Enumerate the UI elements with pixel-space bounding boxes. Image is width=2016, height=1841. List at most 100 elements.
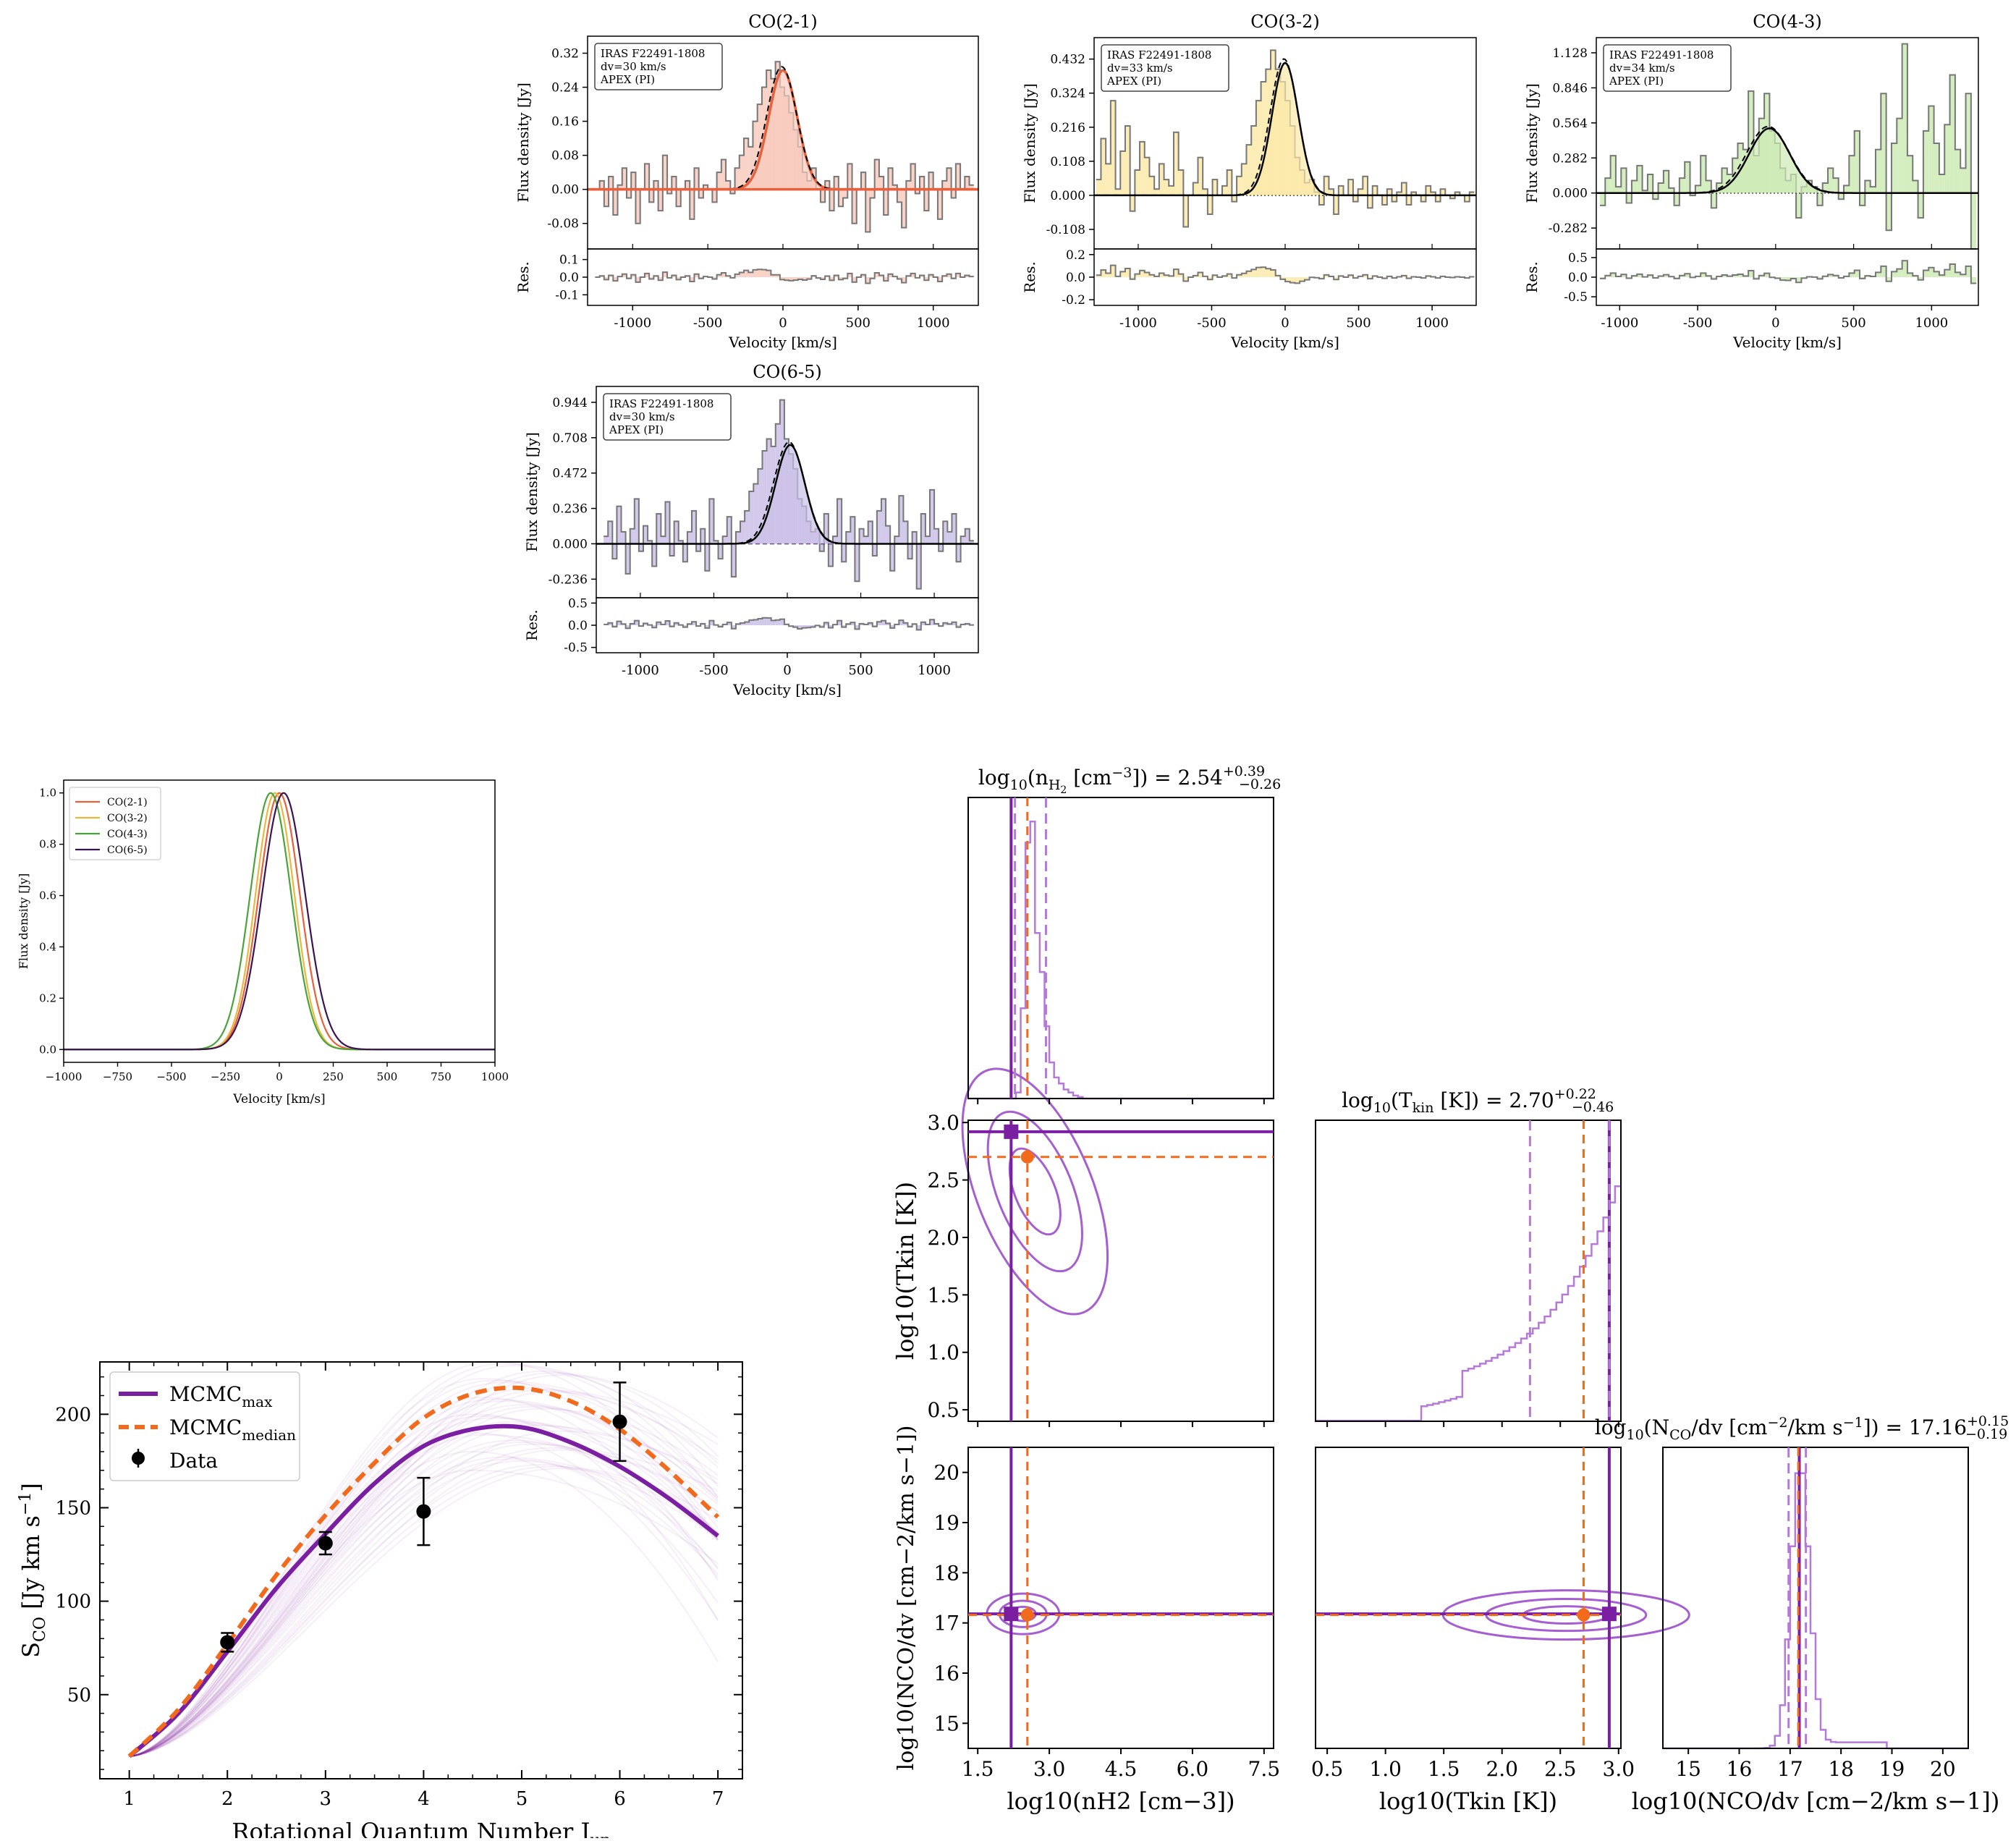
info-line: IRAS F22491-1808: [609, 397, 713, 410]
posterior-title-down-nco: −0.19: [1965, 1426, 2007, 1442]
contour-nh2-tkin: [933, 1049, 1138, 1334]
spectrum-bar: [1101, 138, 1106, 195]
x-tick-label: -1000: [1601, 316, 1638, 331]
spectrum-bar: [1426, 186, 1431, 195]
spectrum-bar: [1164, 179, 1169, 195]
res-y-tick-label: 0.0: [559, 271, 579, 285]
spectrum-bar: [1465, 195, 1470, 202]
y-axis-label: SCO [Jy km s−1]: [17, 1483, 49, 1658]
y-tick-label: 100: [55, 1591, 91, 1613]
spectrum-bar: [1106, 164, 1111, 195]
spectrum-bar: [1674, 193, 1680, 206]
label-part: log: [1595, 1415, 1627, 1439]
y-tick-label: 0.432: [1050, 53, 1085, 67]
residual-bar: [1111, 266, 1116, 277]
corner-x-axis-label: log10(NCO/dv [cm−2/km s−1]): [1632, 1787, 2000, 1815]
spectrum-panel-co32: CO(3-2)0.4320.3240.2160.1080.000-0.1080.…: [1021, 12, 1476, 351]
y-tick-label: 17: [933, 1612, 960, 1635]
label-part: −3: [1111, 765, 1132, 781]
median-marker: [1021, 1609, 1034, 1622]
x-tick-label: 500: [846, 316, 871, 331]
spectrum-title: CO(4-3): [1753, 12, 1821, 32]
spectrum-bar: [1886, 193, 1892, 231]
label-part: −1: [17, 1492, 35, 1515]
x-tick-label: 500: [1841, 316, 1865, 331]
spectrum-bar: [1659, 183, 1664, 193]
residual-bar: [1928, 268, 1934, 277]
label-part: max: [242, 1393, 273, 1410]
corner-panel-frame: [968, 1447, 1274, 1748]
spectrum-bar: [1213, 179, 1218, 195]
spectrum-bar: [1246, 145, 1251, 195]
spectrum-bar: [1392, 195, 1397, 202]
spectrum-bar: [1179, 170, 1184, 195]
spectrum-bar: [1169, 186, 1174, 195]
spectrum-bar: [1701, 156, 1706, 193]
y-tick-label: 0.216: [1050, 121, 1085, 135]
corner-panel-frame: [1316, 1120, 1621, 1421]
x-tick-label: 3: [320, 1788, 332, 1810]
corner-panel-frame: [1663, 1447, 1968, 1748]
spectrum-bar: [1849, 156, 1854, 193]
x-tick-label: 2: [221, 1788, 234, 1810]
x-tick-label: 5: [516, 1788, 528, 1810]
spectrum-bar: [1368, 195, 1373, 208]
x-axis-label: Velocity [km/s]: [232, 1092, 325, 1106]
label-part: CO: [1669, 1427, 1691, 1443]
x-tick-label: 1.0: [1369, 1757, 1402, 1781]
spectrum-panel-co21: CO(2-1)0.320.240.160.080.00-0.080.10.0-0…: [514, 12, 978, 351]
y-tick-label: 0.8: [39, 838, 56, 851]
spectrum-bar: [1876, 150, 1881, 193]
data-point: [220, 1635, 234, 1649]
x-tick-label: 0: [1771, 316, 1779, 331]
spectrum-bar: [1627, 193, 1632, 203]
spectrum-panel-co65: CO(6-5)0.9440.7080.4720.2360.000-0.2360.…: [523, 362, 978, 698]
x-tick-label: 750: [431, 1070, 452, 1083]
y-tick-label: -0.236: [549, 572, 588, 587]
x-tick-label: 0: [779, 316, 787, 331]
spectrum-bar: [1971, 193, 1976, 249]
contour-nh2-tkin: [968, 1099, 1101, 1284]
residual-bar: [1295, 277, 1300, 283]
spectrum-bar: [1242, 164, 1247, 195]
label-part: S: [17, 1642, 45, 1658]
spectrum-bar: [1324, 177, 1329, 195]
residual-bar: [1120, 271, 1125, 277]
info-line: IRAS F22491-1808: [601, 47, 705, 60]
label-part: −1: [1843, 1415, 1863, 1431]
data-point: [416, 1504, 431, 1519]
spectrum-bar: [1237, 177, 1242, 195]
x-tick-label: 6: [614, 1788, 626, 1810]
y-tick-label: 1.0: [927, 1341, 960, 1365]
spectrum-bar: [1902, 44, 1907, 193]
spectrum-bar: [1871, 187, 1876, 193]
residual-bar: [1261, 267, 1266, 277]
label-part: [K]) = 2.70: [1433, 1088, 1554, 1112]
median-marker: [1021, 1151, 1034, 1164]
res-y-tick-label: 0.2: [1066, 248, 1085, 263]
posterior-title-tkin: log10(Tkin [K]) = 2.70+0.22: [1342, 1086, 1596, 1116]
spectrum-bar: [1125, 126, 1130, 195]
x-tick-label: 19: [1879, 1757, 1905, 1781]
y-tick-label: 0.000: [552, 537, 588, 551]
spectrum-bar: [1844, 185, 1849, 192]
residual-bar: [1256, 268, 1261, 277]
x-tick-label: 2.5: [1544, 1757, 1577, 1781]
spectrum-bar: [1116, 189, 1121, 195]
label-part: 2: [1060, 784, 1067, 796]
x-tick-label: −1000: [46, 1070, 82, 1083]
label-part: (n: [1028, 766, 1049, 790]
spectrum-bar: [926, 536, 930, 543]
spectrum-bar: [1960, 168, 1965, 192]
y-tick-label: 0.4: [39, 940, 56, 953]
res-y-tick-label: 0.5: [568, 596, 588, 611]
x-axis-label: Velocity [km/s]: [728, 334, 837, 351]
x-tick-label: 3.0: [1603, 1757, 1635, 1781]
y-axis-label: Flux density [Jy]: [1021, 83, 1038, 203]
info-line: dv=30 km/s: [609, 410, 675, 423]
x-tick-label: -500: [699, 663, 728, 678]
spectrum-bar: [1222, 186, 1227, 195]
label-part: /km s: [1787, 1415, 1842, 1439]
